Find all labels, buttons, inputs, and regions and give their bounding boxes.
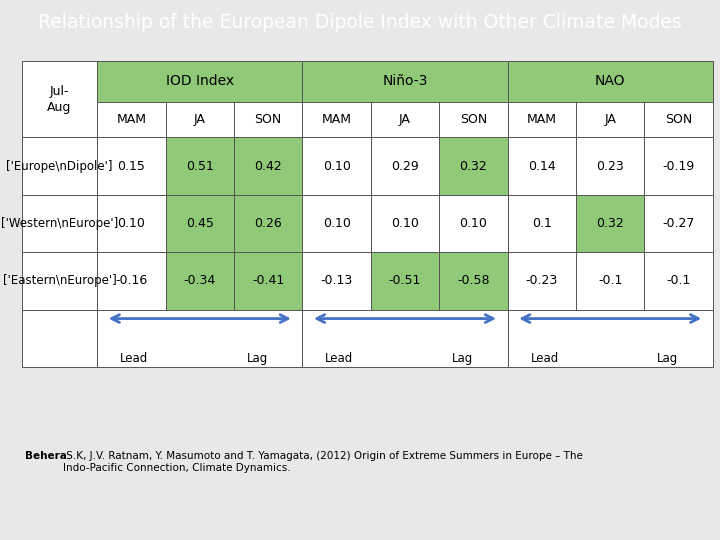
Bar [371,252,439,309]
Text: S.K, J.V. Ratnam, Y. Masumoto and T. Yamagata, (2012) Origin of Extreme Summers : S.K, J.V. Ratnam, Y. Masumoto and T. Yam… [63,451,582,472]
Bar [234,137,302,195]
Text: -0.1: -0.1 [667,274,690,287]
Bar [97,102,166,137]
Bar [576,102,644,137]
Bar [234,195,302,252]
Text: 0.26: 0.26 [254,217,282,230]
Text: 0.29: 0.29 [391,159,419,172]
Bar [576,252,644,309]
Text: MAM: MAM [117,113,146,126]
Bar [22,252,97,309]
Bar [371,195,439,252]
Text: 0.15: 0.15 [117,159,145,172]
Text: Lead: Lead [325,352,354,365]
Text: SON: SON [665,113,692,126]
Bar [644,137,713,195]
Bar [508,195,576,252]
Text: 0.32: 0.32 [596,217,624,230]
Text: 0.1: 0.1 [532,217,552,230]
Text: 0.10: 0.10 [323,217,351,230]
Bar [302,137,371,195]
Text: 0.10: 0.10 [459,217,487,230]
Bar [166,195,234,252]
Bar [302,60,508,102]
Text: -0.51: -0.51 [389,274,421,287]
Bar [644,195,713,252]
Bar [644,252,713,309]
Text: -0.41: -0.41 [252,274,284,287]
Text: -0.23: -0.23 [526,274,558,287]
Text: SON: SON [255,113,282,126]
Bar [166,102,234,137]
Bar [439,102,508,137]
Bar [508,102,576,137]
Text: JA: JA [604,113,616,126]
Bar [302,252,371,309]
Bar [97,309,302,367]
Bar [97,137,166,195]
Text: ['Eastern\nEurope']: ['Eastern\nEurope'] [3,274,116,287]
Bar [439,195,508,252]
Bar [97,195,166,252]
Text: 0.32: 0.32 [459,159,487,172]
Bar [22,309,97,367]
Text: Lead: Lead [531,352,559,365]
Text: Relationship of the European Dipole Index with Other Climate Modes: Relationship of the European Dipole Inde… [38,14,682,32]
Text: MAM: MAM [322,113,351,126]
Bar [302,309,508,367]
Text: SON: SON [460,113,487,126]
Bar [508,309,713,367]
Bar [302,102,371,137]
Bar [576,195,644,252]
Bar [576,137,644,195]
Text: -0.19: -0.19 [662,159,695,172]
Text: Lag: Lag [452,352,473,365]
Bar [234,102,302,137]
Text: 0.42: 0.42 [254,159,282,172]
Text: -0.58: -0.58 [457,274,490,287]
Bar [508,60,713,102]
Bar [508,137,576,195]
Text: 0.23: 0.23 [596,159,624,172]
Bar [371,102,439,137]
Bar [166,252,234,309]
Text: 0.14: 0.14 [528,159,556,172]
Bar [22,137,97,195]
Bar [508,252,576,309]
Bar [97,60,302,102]
Text: 0.10: 0.10 [117,217,145,230]
Text: ['Western\nEurope']: ['Western\nEurope'] [1,217,118,230]
Text: Jul-
Aug: Jul- Aug [48,85,71,113]
Text: Lag: Lag [657,352,678,365]
Bar [439,252,508,309]
Text: Behera: Behera [25,451,67,461]
Bar [166,137,234,195]
Text: JA: JA [399,113,411,126]
Text: -0.16: -0.16 [115,274,148,287]
Text: -0.34: -0.34 [184,274,216,287]
Text: Niño-3: Niño-3 [382,75,428,89]
Text: 0.51: 0.51 [186,159,214,172]
Text: NAO: NAO [595,75,626,89]
Bar [22,195,97,252]
Bar [97,252,166,309]
Bar [371,137,439,195]
Text: 0.10: 0.10 [391,217,419,230]
Text: MAM: MAM [527,113,557,126]
Bar [234,252,302,309]
Text: 0.45: 0.45 [186,217,214,230]
Text: IOD Index: IOD Index [166,75,234,89]
Bar [22,60,97,137]
Text: JA: JA [194,113,206,126]
Text: -0.1: -0.1 [598,274,622,287]
Bar [644,102,713,137]
Text: ['Europe\nDipole']: ['Europe\nDipole'] [6,159,112,172]
Bar [302,195,371,252]
Text: -0.27: -0.27 [662,217,695,230]
Text: Lag: Lag [247,352,268,365]
Bar [439,137,508,195]
Text: Lead: Lead [120,352,148,365]
Text: -0.13: -0.13 [320,274,353,287]
Text: 0.10: 0.10 [323,159,351,172]
